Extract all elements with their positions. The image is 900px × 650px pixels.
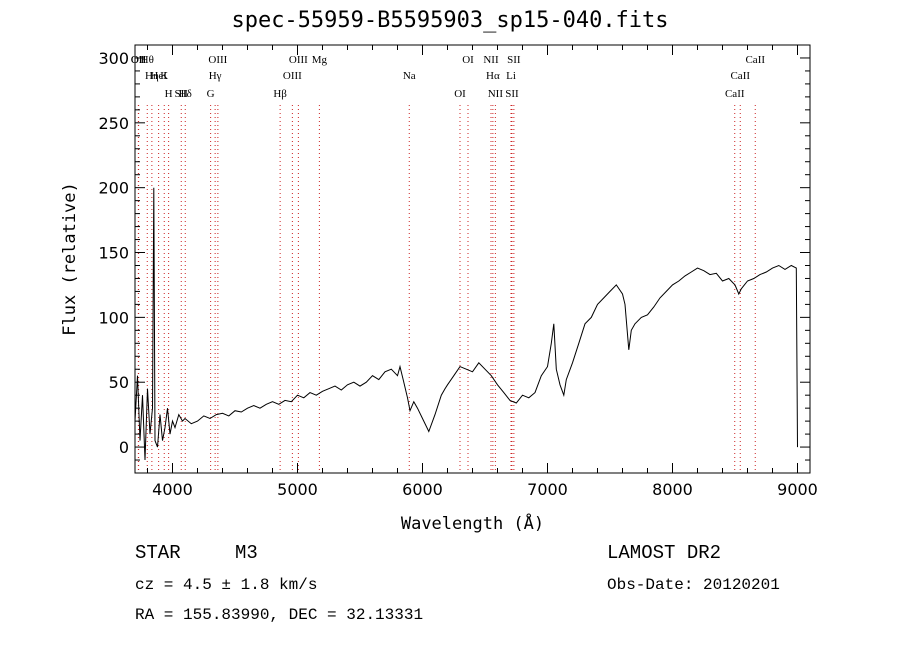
line-label: CaII [730, 70, 750, 82]
observation-date: Obs-Date: 20120201 [607, 576, 780, 594]
line-label: NII [488, 88, 504, 100]
line-label: Mg [312, 54, 328, 66]
line-label: CaII [725, 88, 745, 100]
y-tick-label: 250 [98, 114, 129, 133]
chart-title: spec-55959-B5595903_sp15-040.fits [231, 8, 669, 33]
spectrum-line [134, 187, 798, 461]
line-label: CaII [745, 54, 765, 66]
object-class: STAR [135, 542, 181, 564]
x-tick-label: 6000 [402, 480, 443, 499]
x-tick-label: 4000 [152, 480, 193, 499]
axis-ticks-layer: 4000 5000 6000 7000 8000 9000 0 50 100 150 200 250 3… [98, 45, 818, 499]
y-tick-label: 300 [98, 49, 129, 68]
line-label: OIII [289, 54, 308, 66]
line-label: K [160, 70, 168, 82]
coordinates: RA = 155.83990, DEC = 32.13331 [135, 606, 424, 624]
line-label: SII [507, 54, 521, 66]
x-tick-label: 9000 [777, 480, 818, 499]
line-label: Hδ [179, 88, 192, 100]
line-label: OII [131, 54, 147, 66]
line-label: Hα [486, 70, 500, 82]
object-subclass: M3 [235, 542, 258, 564]
plot-frame [134, 44, 811, 474]
x-tick-label: 5000 [277, 480, 318, 499]
y-tick-label: 100 [98, 308, 129, 327]
line-labels-layer: HθKHδOIIHeISIIOIIHηHOIIIHγGOIIIOIIIHβMgN… [131, 54, 766, 100]
redshift-cz: cz = 4.5 ± 1.8 km/s [135, 576, 318, 594]
line-label: Hβ [273, 88, 287, 100]
line-label: HeI [150, 70, 167, 82]
line-label: SII [175, 88, 189, 100]
line-label: OI [462, 54, 474, 66]
line-label: G [207, 88, 215, 100]
x-tick-label: 8000 [652, 480, 693, 499]
x-axis-label: Wavelength (Å) [401, 512, 544, 534]
line-label: Na [403, 70, 416, 82]
y-tick-label: 0 [119, 438, 129, 457]
y-tick-label: 150 [98, 244, 129, 263]
line-label: H [165, 88, 173, 100]
line-label: OI [454, 88, 466, 100]
line-label: Hθ [141, 54, 154, 66]
y-tick-label: 200 [98, 179, 129, 198]
survey-name: LAMOST DR2 [607, 542, 722, 564]
y-tick-label: 50 [109, 373, 129, 392]
line-label: Hη [145, 70, 159, 82]
line-markers-layer [137, 105, 756, 473]
line-label: Hγ [209, 70, 222, 82]
line-label: Li [506, 70, 516, 82]
x-tick-label: 7000 [527, 480, 568, 499]
y-axis-label: Flux (relative) [60, 182, 80, 336]
line-label: OIII [208, 54, 227, 66]
line-label: OIII [283, 70, 302, 82]
line-label: NII [483, 54, 499, 66]
line-label: SII [505, 88, 519, 100]
